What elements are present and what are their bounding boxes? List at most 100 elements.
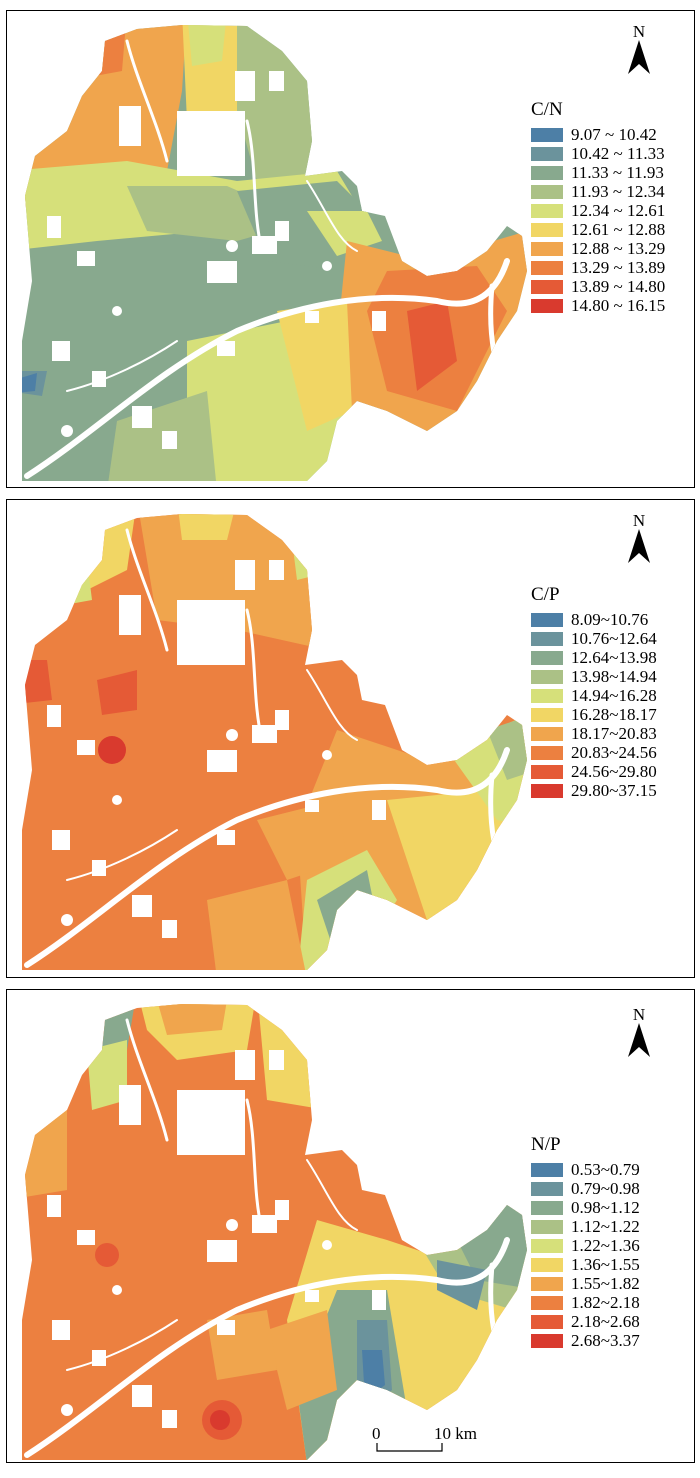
- legend-swatch: [531, 783, 563, 798]
- legend-swatch: [531, 764, 563, 779]
- legend-label: 10.42 ~ 11.33: [571, 144, 665, 163]
- legend-label: 1.36~1.55: [571, 1255, 640, 1274]
- legend-label: 14.80 ~ 16.15: [571, 296, 666, 315]
- legend-swatch: [531, 241, 563, 256]
- legend-label: 9.07 ~ 10.42: [571, 125, 657, 144]
- legend-swatch: [531, 688, 563, 703]
- legend-swatch: [531, 146, 563, 161]
- map-panel-np: N N/P 0.53~0.79 0.79~0.98 0.98~1.12 1.12…: [6, 989, 695, 1463]
- legend-label: 13.89 ~ 14.80: [571, 277, 666, 296]
- legend-item: 1.55~1.82: [531, 1274, 640, 1293]
- legend-swatch: [531, 1295, 563, 1310]
- legend-label: 1.82~2.18: [571, 1293, 640, 1312]
- legend-swatch: [531, 669, 563, 684]
- legend-title: C/P: [531, 584, 560, 605]
- legend-item: 13.98~14.94: [531, 667, 657, 686]
- legend-swatch: [531, 279, 563, 294]
- legend-label: 12.64~13.98: [571, 648, 657, 667]
- cp-map: [22, 514, 527, 970]
- legend-label: 2.18~2.68: [571, 1312, 640, 1331]
- legend-label: 12.61 ~ 12.88: [571, 220, 666, 239]
- legend-item: 20.83~24.56: [531, 743, 657, 762]
- legend-label: 0.79~0.98: [571, 1179, 640, 1198]
- legend-swatch: [531, 165, 563, 180]
- legend-label: 2.68~3.37: [571, 1331, 640, 1350]
- scale-start-label: 0: [372, 1424, 381, 1443]
- legend-item: 0.98~1.12: [531, 1198, 640, 1217]
- map-panel-cn: N C/N 9.07 ~ 10.42 10.42 ~ 11.33 11.33 ~…: [6, 10, 695, 488]
- legend-swatch: [531, 1333, 563, 1348]
- legend-label: 11.33 ~ 11.93: [571, 163, 664, 182]
- legend-item: 13.29 ~ 13.89: [531, 258, 665, 277]
- legend-item: 9.07 ~ 10.42: [531, 125, 665, 144]
- map-panel-cp: N C/P 8.09~10.76 10.76~12.64 12.64~13.98…: [6, 499, 695, 978]
- legend-swatch: [531, 1314, 563, 1329]
- legend-label: 0.98~1.12: [571, 1198, 640, 1217]
- legend-item: 16.28~18.17: [531, 705, 657, 724]
- legend-item: 12.88 ~ 13.29: [531, 239, 665, 258]
- cn-map: [22, 25, 527, 481]
- legend-swatch: [531, 631, 563, 646]
- legend-item: 11.93 ~ 12.34: [531, 182, 665, 201]
- legend-label: 18.17~20.83: [571, 724, 657, 743]
- legend-swatch: [531, 650, 563, 665]
- legend-swatch: [531, 260, 563, 275]
- scale-bar: 0 10 km: [370, 1425, 490, 1455]
- north-arrow: N: [621, 512, 657, 568]
- legend-label: 29.80~37.15: [571, 781, 657, 800]
- north-label: N: [632, 511, 646, 530]
- legend-item: 24.56~29.80: [531, 762, 657, 781]
- legend-label: 13.98~14.94: [571, 667, 657, 686]
- legend-label: 1.12~1.22: [571, 1217, 640, 1236]
- legend-swatch: [531, 184, 563, 199]
- legend-item: 29.80~37.15: [531, 781, 657, 800]
- legend-item: 2.68~3.37: [531, 1331, 640, 1350]
- legend-item: 12.64~13.98: [531, 648, 657, 667]
- legend-swatch: [531, 203, 563, 218]
- north-arrow: N: [621, 1006, 657, 1062]
- scale-end-label: 10 km: [434, 1424, 477, 1443]
- legend-item: 2.18~2.68: [531, 1312, 640, 1331]
- legend-label: 13.29 ~ 13.89: [571, 258, 666, 277]
- north-arrow-icon: [628, 40, 650, 74]
- legend-label: 12.88 ~ 13.29: [571, 239, 666, 258]
- legend-item: 10.76~12.64: [531, 629, 657, 648]
- legend-label: 10.76~12.64: [571, 629, 657, 648]
- legend-item: 8.09~10.76: [531, 610, 657, 629]
- legend-swatch: [531, 127, 563, 142]
- legend-label: 1.22~1.36: [571, 1236, 640, 1255]
- legend-swatch: [531, 1238, 563, 1253]
- legend-cp: C/P 8.09~10.76 10.76~12.64 12.64~13.98 1…: [531, 584, 657, 800]
- legend-item: 13.89 ~ 14.80: [531, 277, 665, 296]
- legend-swatch: [531, 1200, 563, 1215]
- legend-label: 12.34 ~ 12.61: [571, 201, 666, 220]
- legend-swatch: [531, 726, 563, 741]
- legend-swatch: [531, 298, 563, 313]
- legend-item: 0.79~0.98: [531, 1179, 640, 1198]
- legend-item: 14.80 ~ 16.15: [531, 296, 665, 315]
- legend-item: 1.82~2.18: [531, 1293, 640, 1312]
- legend-item: 1.22~1.36: [531, 1236, 640, 1255]
- legend-item: 14.94~16.28: [531, 686, 657, 705]
- legend-cn: C/N 9.07 ~ 10.42 10.42 ~ 11.33 11.33 ~ 1…: [531, 99, 665, 315]
- legend-item: 12.61 ~ 12.88: [531, 220, 665, 239]
- legend-label: 16.28~18.17: [571, 705, 657, 724]
- scale-bar-line: [376, 1443, 443, 1452]
- legend-item: 1.36~1.55: [531, 1255, 640, 1274]
- legend-label: 0.53~0.79: [571, 1160, 640, 1179]
- north-arrow-icon: [628, 529, 650, 563]
- legend-item: 10.42 ~ 11.33: [531, 144, 665, 163]
- legend-np: N/P 0.53~0.79 0.79~0.98 0.98~1.12 1.12~1…: [531, 1134, 640, 1350]
- legend-item: 0.53~0.79: [531, 1160, 640, 1179]
- legend-label: 1.55~1.82: [571, 1274, 640, 1293]
- north-arrow-icon: [628, 1023, 650, 1057]
- legend-label: 8.09~10.76: [571, 610, 649, 629]
- legend-swatch: [531, 222, 563, 237]
- legend-label: 20.83~24.56: [571, 743, 657, 762]
- legend-swatch: [531, 1257, 563, 1272]
- legend-title: C/N: [531, 99, 563, 120]
- north-label: N: [632, 1005, 646, 1024]
- np-map: [22, 1004, 527, 1460]
- legend-item: 18.17~20.83: [531, 724, 657, 743]
- legend-swatch: [531, 745, 563, 760]
